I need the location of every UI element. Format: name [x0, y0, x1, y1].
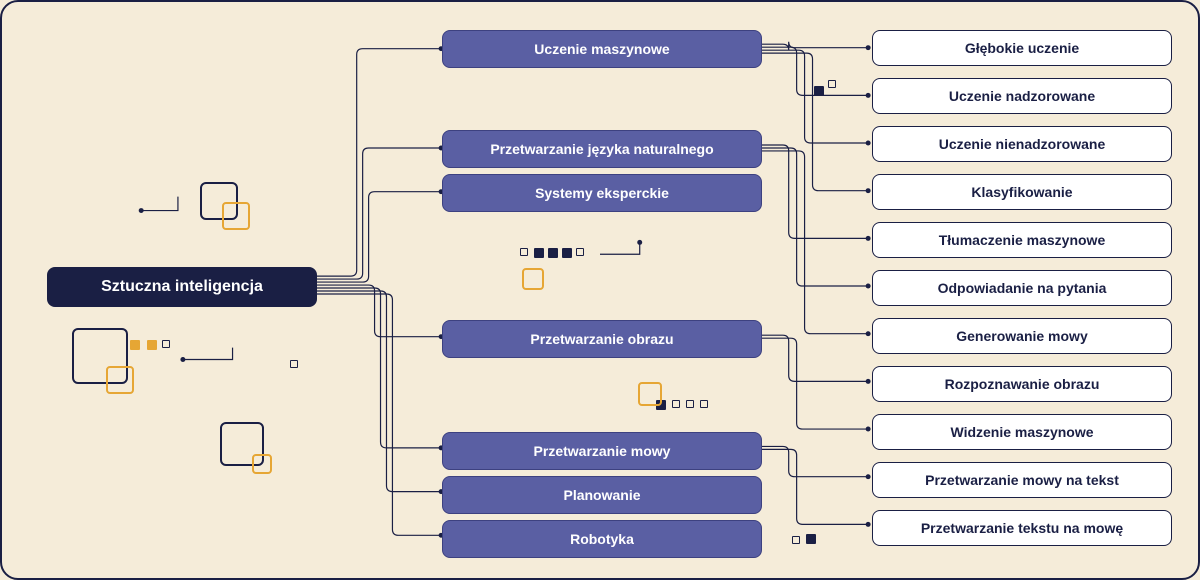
leaf-node-8-label: Widzenie maszynowe	[950, 424, 1093, 440]
leaf-node-6-label: Generowanie mowy	[956, 328, 1087, 344]
branch-node-0-label: Uczenie maszynowe	[534, 41, 669, 57]
decoration-8	[252, 454, 272, 474]
decoration-3	[106, 366, 134, 394]
leaf-node-5-label: Odpowiadanie na pytania	[938, 280, 1107, 296]
leaf-node-8: Widzenie maszynowe	[872, 414, 1172, 450]
leaf-node-7: Rozpoznawanie obrazu	[872, 366, 1172, 402]
branch-node-3-label: Przetwarzanie obrazu	[530, 331, 673, 347]
branch-node-0: Uczenie maszynowe	[442, 30, 762, 68]
decoration-19	[672, 400, 680, 408]
branch-node-1-label: Przetwarzanie języka naturalnego	[490, 141, 713, 157]
decoration-13	[562, 248, 572, 258]
decoration-21	[700, 400, 708, 408]
decoration-24	[806, 534, 816, 544]
leaf-node-1: Uczenie nadzorowane	[872, 78, 1172, 114]
branch-node-5-label: Planowanie	[563, 487, 640, 503]
decoration-12	[548, 248, 558, 258]
leaf-node-9: Przetwarzanie mowy na tekst	[872, 462, 1172, 498]
branch-node-6: Robotyka	[442, 520, 762, 558]
leaf-node-4: Tłumaczenie maszynowe	[872, 222, 1172, 258]
decoration-20	[686, 400, 694, 408]
root-node-label: Sztuczna inteligencja	[101, 278, 263, 296]
branch-node-4: Przetwarzanie mowy	[442, 432, 762, 470]
leaf-node-5: Odpowiadanie na pytania	[872, 270, 1172, 306]
leaf-node-1-label: Uczenie nadzorowane	[949, 88, 1095, 104]
leaf-node-9-label: Przetwarzanie mowy na tekst	[925, 472, 1119, 488]
decoration-4	[130, 340, 140, 350]
diagram-canvas: Sztuczna inteligencja Uczenie maszynowe Pr…	[0, 0, 1200, 580]
decoration-10	[520, 248, 528, 256]
branch-node-1: Przetwarzanie języka naturalnego	[442, 130, 762, 168]
decoration-14	[576, 248, 584, 256]
decoration-15	[522, 268, 544, 290]
branch-node-3: Przetwarzanie obrazu	[442, 320, 762, 358]
decoration-6	[162, 340, 170, 348]
leaf-node-2-label: Uczenie nienadzorowane	[939, 136, 1105, 152]
leaf-node-2: Uczenie nienadzorowane	[872, 126, 1172, 162]
branch-node-5: Planowanie	[442, 476, 762, 514]
root-node: Sztuczna inteligencja	[47, 267, 317, 307]
decoration-23	[792, 536, 800, 544]
leaf-node-3: Klasyfikowanie	[872, 174, 1172, 210]
decoration-5	[147, 340, 157, 350]
branch-node-2-label: Systemy eksperckie	[535, 185, 669, 201]
decoration-9	[290, 360, 298, 368]
leaf-node-0: Głębokie uczenie	[872, 30, 1172, 66]
decoration-11	[534, 248, 544, 258]
branch-node-4-label: Przetwarzanie mowy	[534, 443, 671, 459]
leaf-node-7-label: Rozpoznawanie obrazu	[945, 376, 1100, 392]
leaf-node-10-label: Przetwarzanie tekstu na mowę	[921, 520, 1123, 536]
leaf-node-0-label: Głębokie uczenie	[965, 40, 1079, 56]
decoration-17	[828, 80, 836, 88]
decoration-22	[638, 382, 662, 406]
leaf-node-4-label: Tłumaczenie maszynowe	[939, 232, 1106, 248]
leaf-node-6: Generowanie mowy	[872, 318, 1172, 354]
decoration-1	[222, 202, 250, 230]
branch-node-6-label: Robotyka	[570, 531, 634, 547]
leaf-node-10: Przetwarzanie tekstu na mowę	[872, 510, 1172, 546]
branch-node-2: Systemy eksperckie	[442, 174, 762, 212]
leaf-node-3-label: Klasyfikowanie	[971, 184, 1072, 200]
decoration-16	[814, 86, 824, 96]
